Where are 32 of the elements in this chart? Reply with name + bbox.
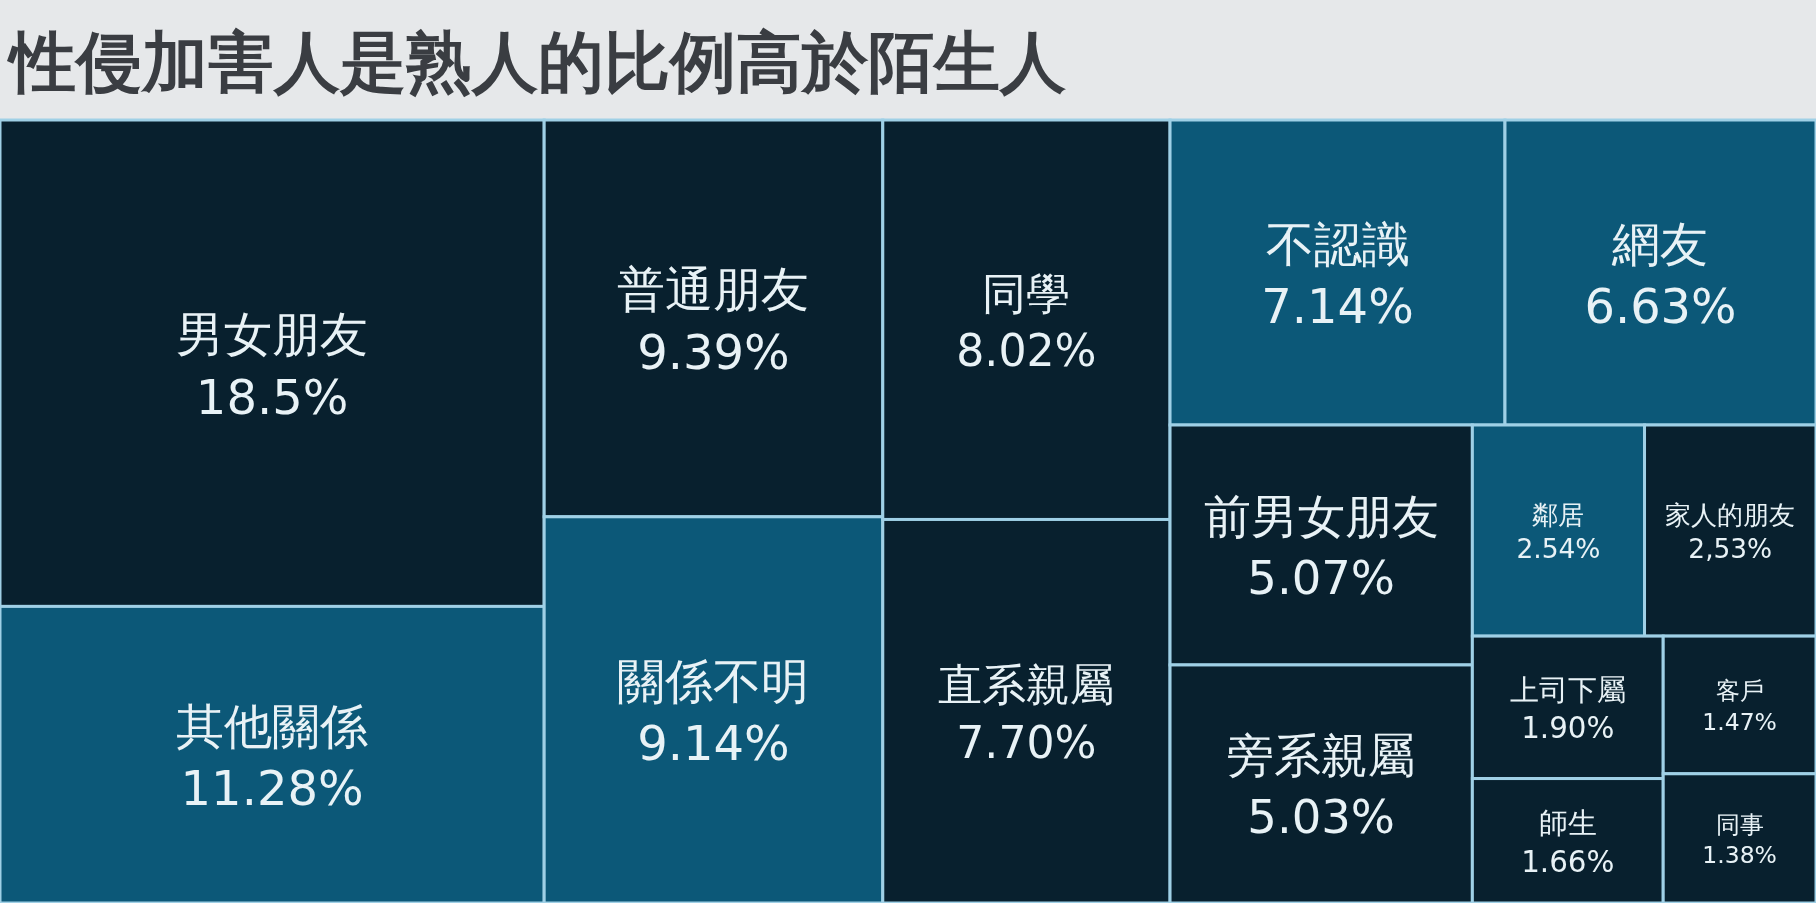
data-label: 2,53% bbox=[1688, 534, 1773, 565]
data-label: 5.03% bbox=[1247, 789, 1396, 844]
data-label: 11.28% bbox=[180, 760, 364, 817]
data-label: 1.90% bbox=[1521, 711, 1615, 746]
category-label: 鄰居 bbox=[1532, 498, 1585, 530]
data-label: 1.66% bbox=[1521, 844, 1615, 879]
category-label: 不認識 bbox=[1265, 215, 1410, 272]
data-label: 1.38% bbox=[1702, 841, 1777, 870]
data-label: 5.07% bbox=[1247, 550, 1396, 605]
category-label: 上司下屬 bbox=[1509, 672, 1626, 707]
data-label: 18.5% bbox=[195, 368, 349, 425]
category-label: 其他關係 bbox=[176, 697, 369, 754]
data-label: 6.63% bbox=[1584, 278, 1737, 334]
data-label: 1.47% bbox=[1702, 707, 1777, 736]
data-label: 9.14% bbox=[637, 715, 790, 772]
data-label: 9.39% bbox=[637, 323, 790, 380]
category-label: 直系親屬 bbox=[938, 659, 1115, 711]
category-label: 男女朋友 bbox=[176, 306, 369, 363]
category-label: 關係不明 bbox=[617, 652, 810, 709]
category-label: 家人的朋友 bbox=[1665, 499, 1796, 530]
category-label: 普通朋友 bbox=[617, 261, 810, 318]
data-label: 7.14% bbox=[1261, 277, 1414, 334]
category-label: 網友 bbox=[1611, 216, 1709, 272]
data-label: 7.70% bbox=[956, 716, 1097, 768]
category-label: 客戶 bbox=[1715, 677, 1764, 706]
category-label: 同學 bbox=[982, 267, 1071, 319]
data-label: 2.54% bbox=[1516, 533, 1601, 565]
category-label: 旁系親屬 bbox=[1227, 729, 1416, 784]
category-label: 同事 bbox=[1715, 810, 1764, 839]
data-label: 8.02% bbox=[956, 325, 1097, 377]
category-label: 前男女朋友 bbox=[1203, 490, 1439, 545]
category-label: 師生 bbox=[1538, 806, 1597, 841]
